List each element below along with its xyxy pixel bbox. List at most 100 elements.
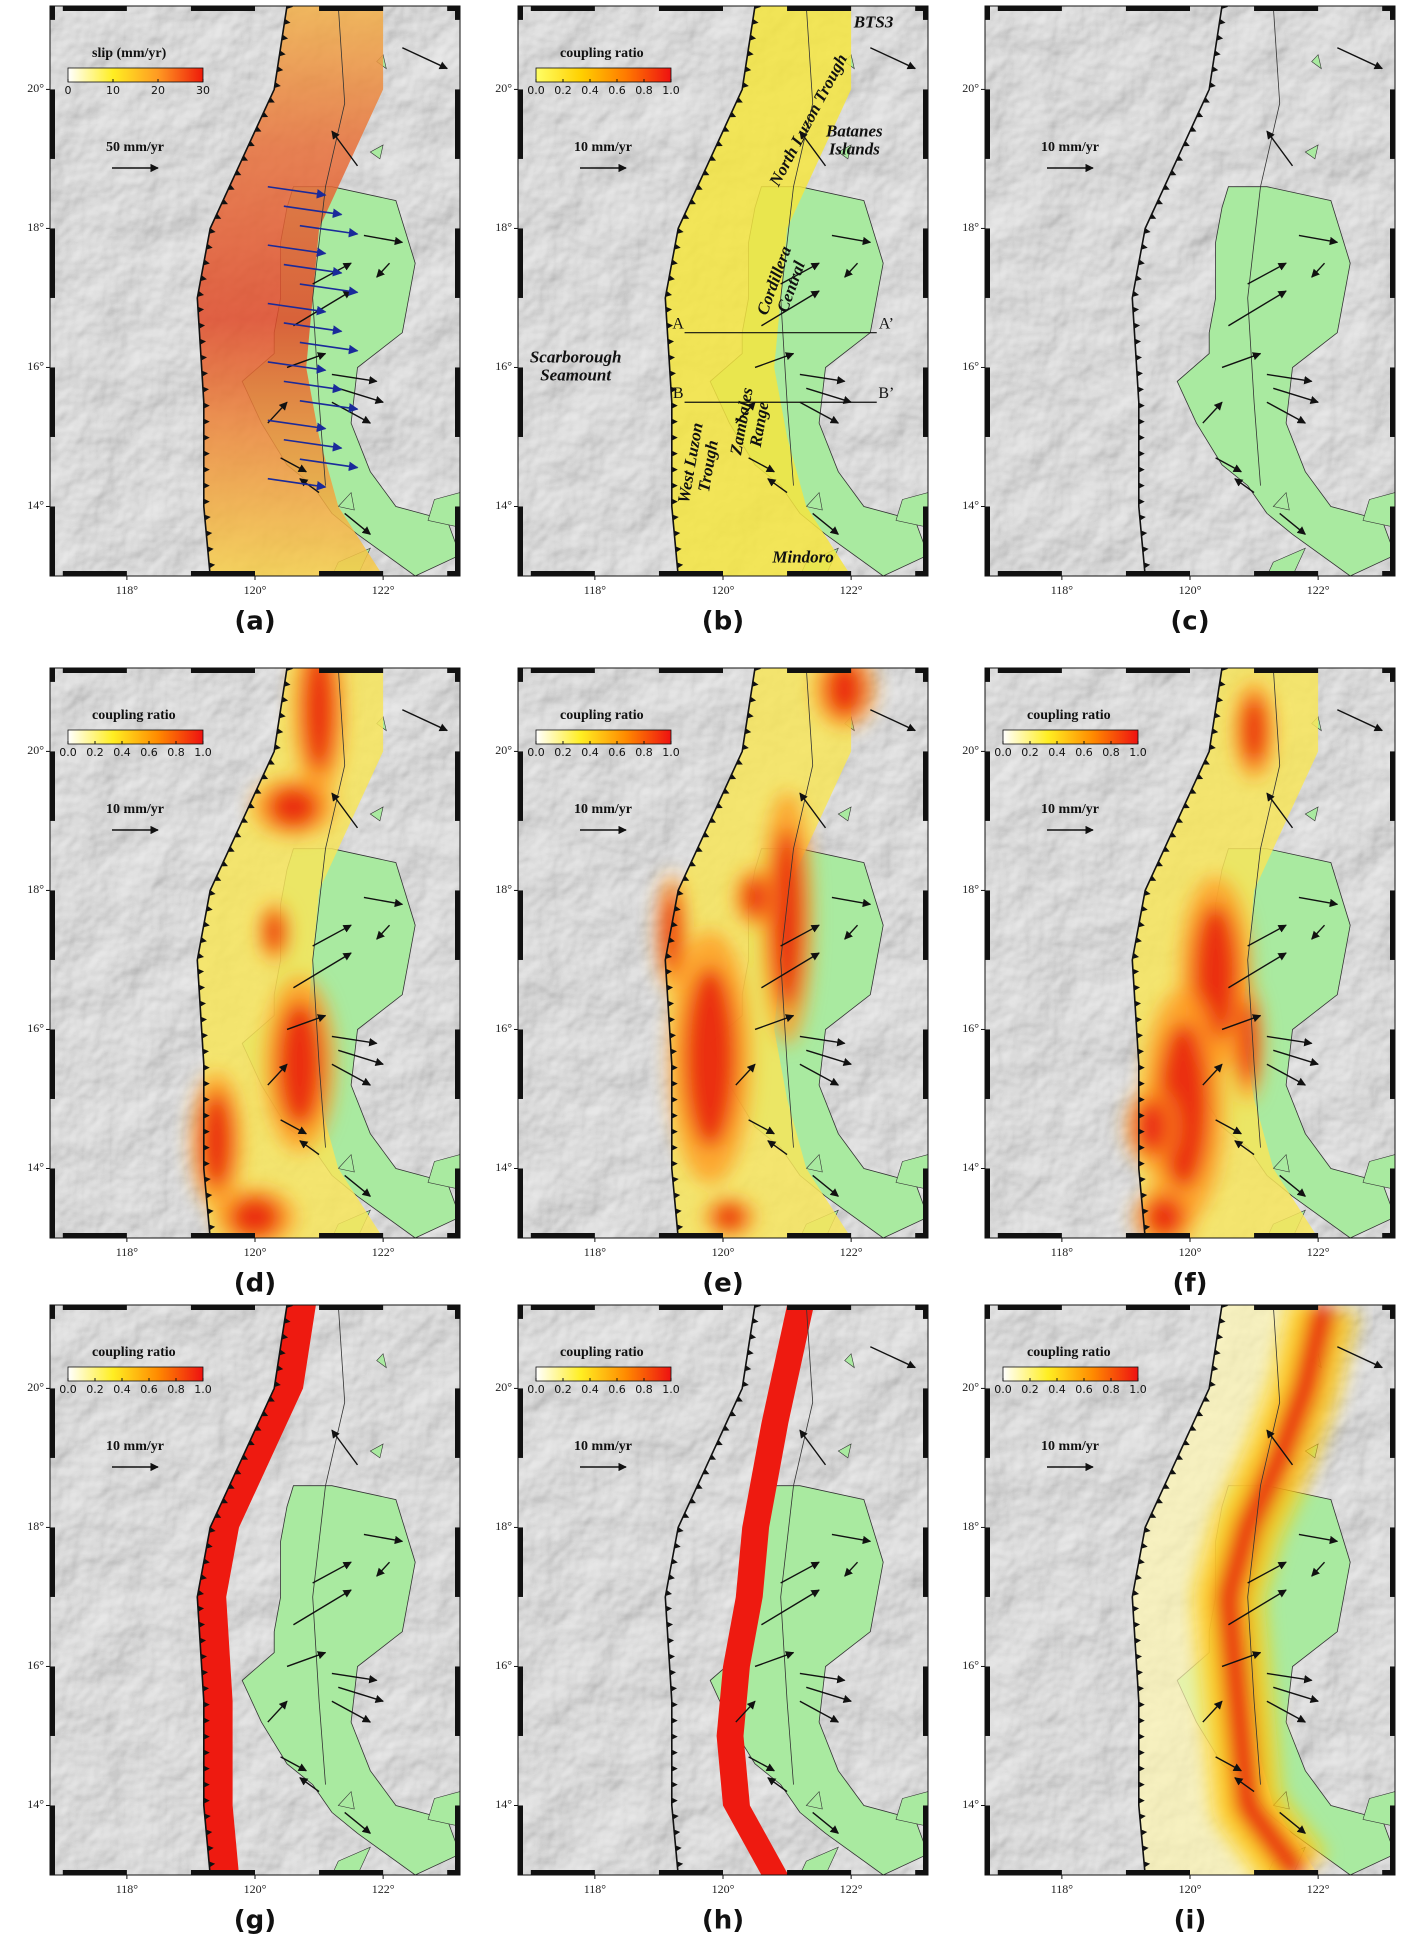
colorbar-tick-label: 20 bbox=[151, 84, 165, 97]
trench-tooth bbox=[209, 1526, 216, 1533]
model-vector bbox=[267, 302, 327, 316]
trench-tooth bbox=[197, 952, 204, 959]
trench-tooth bbox=[1156, 198, 1163, 205]
trench-tooth bbox=[676, 1861, 684, 1868]
y-tick-label: 20° bbox=[962, 81, 979, 95]
island bbox=[837, 806, 852, 822]
gps-vector bbox=[806, 387, 852, 404]
trench-tooth bbox=[254, 1425, 262, 1431]
coupling-band bbox=[716, 1305, 814, 1875]
frame-scale bbox=[1254, 668, 1319, 673]
colorbar bbox=[1002, 729, 1139, 745]
island bbox=[837, 144, 852, 160]
colorbar-tick-label: 0.4 bbox=[581, 746, 599, 759]
gps-vector bbox=[735, 1700, 756, 1723]
trench-tooth bbox=[671, 1765, 678, 1772]
patch-core bbox=[264, 911, 284, 954]
trench-tooth bbox=[744, 66, 752, 73]
gps-vector bbox=[331, 373, 378, 385]
model-vector bbox=[283, 205, 343, 219]
colorbar-tick-label: 0.8 bbox=[167, 746, 185, 759]
trench-tooth bbox=[709, 817, 717, 823]
trench-tooth bbox=[722, 126, 730, 132]
trench-tooth bbox=[674, 1542, 681, 1549]
x-tick-label: 122° bbox=[372, 583, 395, 597]
island bbox=[895, 1791, 928, 1827]
trench-tooth bbox=[279, 1349, 286, 1356]
map-area bbox=[50, 6, 460, 576]
x-tick-label: 122° bbox=[1307, 1245, 1330, 1259]
gps-vector bbox=[376, 924, 391, 940]
frame-scale bbox=[319, 1870, 384, 1875]
colorbar-tick-label: 0.8 bbox=[1102, 746, 1120, 759]
panel-label: (b) bbox=[702, 607, 744, 637]
colorbar-tick-label: 0.6 bbox=[608, 84, 626, 97]
colorbar-tick-label: 0.0 bbox=[994, 1383, 1012, 1396]
trench-tooth bbox=[1162, 1483, 1170, 1489]
gps-vector bbox=[1221, 1651, 1262, 1668]
frame-scale bbox=[530, 571, 595, 576]
frame-scale bbox=[923, 367, 928, 437]
frame-scale bbox=[518, 1168, 523, 1238]
trench-tooth bbox=[205, 530, 213, 537]
gps-vector bbox=[754, 1014, 795, 1031]
velocity-scale-label: 10 mm/yr bbox=[1041, 1439, 1099, 1454]
trench-tooth bbox=[1144, 889, 1151, 896]
trench-tooth bbox=[281, 34, 289, 41]
frame-scale bbox=[455, 228, 460, 298]
y-tick-label: 20° bbox=[495, 743, 512, 757]
trench-tooth bbox=[203, 482, 210, 489]
slip-band bbox=[197, 6, 384, 576]
gps-vector bbox=[799, 401, 840, 424]
trench-tooth bbox=[1138, 1717, 1145, 1724]
frame-scale bbox=[1382, 1870, 1395, 1875]
trench-tooth bbox=[1132, 1589, 1139, 1596]
trench-tooth bbox=[671, 418, 678, 425]
patch-core bbox=[713, 1203, 746, 1232]
gps-vector bbox=[812, 512, 839, 535]
frame-scale bbox=[62, 1233, 127, 1238]
frame-scale bbox=[455, 1168, 460, 1238]
colorbar-tick-label: 0.2 bbox=[86, 1383, 104, 1396]
frame-scale bbox=[518, 1805, 523, 1875]
trench-tooth bbox=[284, 18, 291, 25]
patch-core bbox=[277, 1001, 323, 1127]
trench-tooth bbox=[1138, 1797, 1145, 1804]
trench-tooth bbox=[674, 905, 681, 912]
gps-vector bbox=[767, 1777, 788, 1793]
x-tick-label: 120° bbox=[244, 1245, 267, 1259]
trench-tooth bbox=[702, 169, 710, 176]
map-panel: 118° 120° 122° 14° 16° 18° 20° 10 mm/yr (c) bbox=[962, 5, 1396, 637]
island bbox=[844, 1353, 855, 1369]
trench-tooth bbox=[676, 562, 684, 569]
trench-tooth bbox=[668, 1574, 675, 1581]
trench-tooth bbox=[671, 921, 678, 928]
gps-vector bbox=[376, 262, 391, 278]
map-area bbox=[518, 1305, 928, 1875]
model-vector bbox=[299, 341, 359, 355]
gps-vector bbox=[754, 1651, 795, 1668]
trench-tooth bbox=[1138, 921, 1145, 928]
velocity-scale-label: 10 mm/yr bbox=[1041, 140, 1099, 155]
y-tick-label: 14° bbox=[495, 498, 512, 512]
colorbar-tick-label: 1.0 bbox=[662, 84, 680, 97]
gps-vector bbox=[1202, 1063, 1223, 1086]
gps-vector bbox=[338, 1686, 384, 1703]
frame-scale bbox=[50, 1168, 55, 1238]
frame-scale bbox=[1390, 1666, 1395, 1736]
trench-tooth bbox=[204, 514, 211, 521]
y-tick-label: 20° bbox=[962, 1380, 979, 1394]
frame-scale bbox=[787, 1305, 852, 1310]
gps-vector bbox=[780, 262, 820, 285]
patch-core bbox=[229, 1196, 281, 1238]
trench-tooth bbox=[274, 1381, 281, 1388]
trench-tooth bbox=[1156, 1497, 1163, 1504]
gps-vector bbox=[831, 1533, 872, 1545]
trench-tooth bbox=[203, 450, 210, 457]
trench-tooth bbox=[668, 354, 676, 361]
trench-tooth bbox=[1209, 1381, 1216, 1388]
velocity-scale-label: 10 mm/yr bbox=[574, 802, 632, 817]
colorbar-tick-label: 0.6 bbox=[608, 1383, 626, 1396]
trench-tooth bbox=[1138, 418, 1145, 425]
trench-tooth bbox=[668, 275, 675, 282]
